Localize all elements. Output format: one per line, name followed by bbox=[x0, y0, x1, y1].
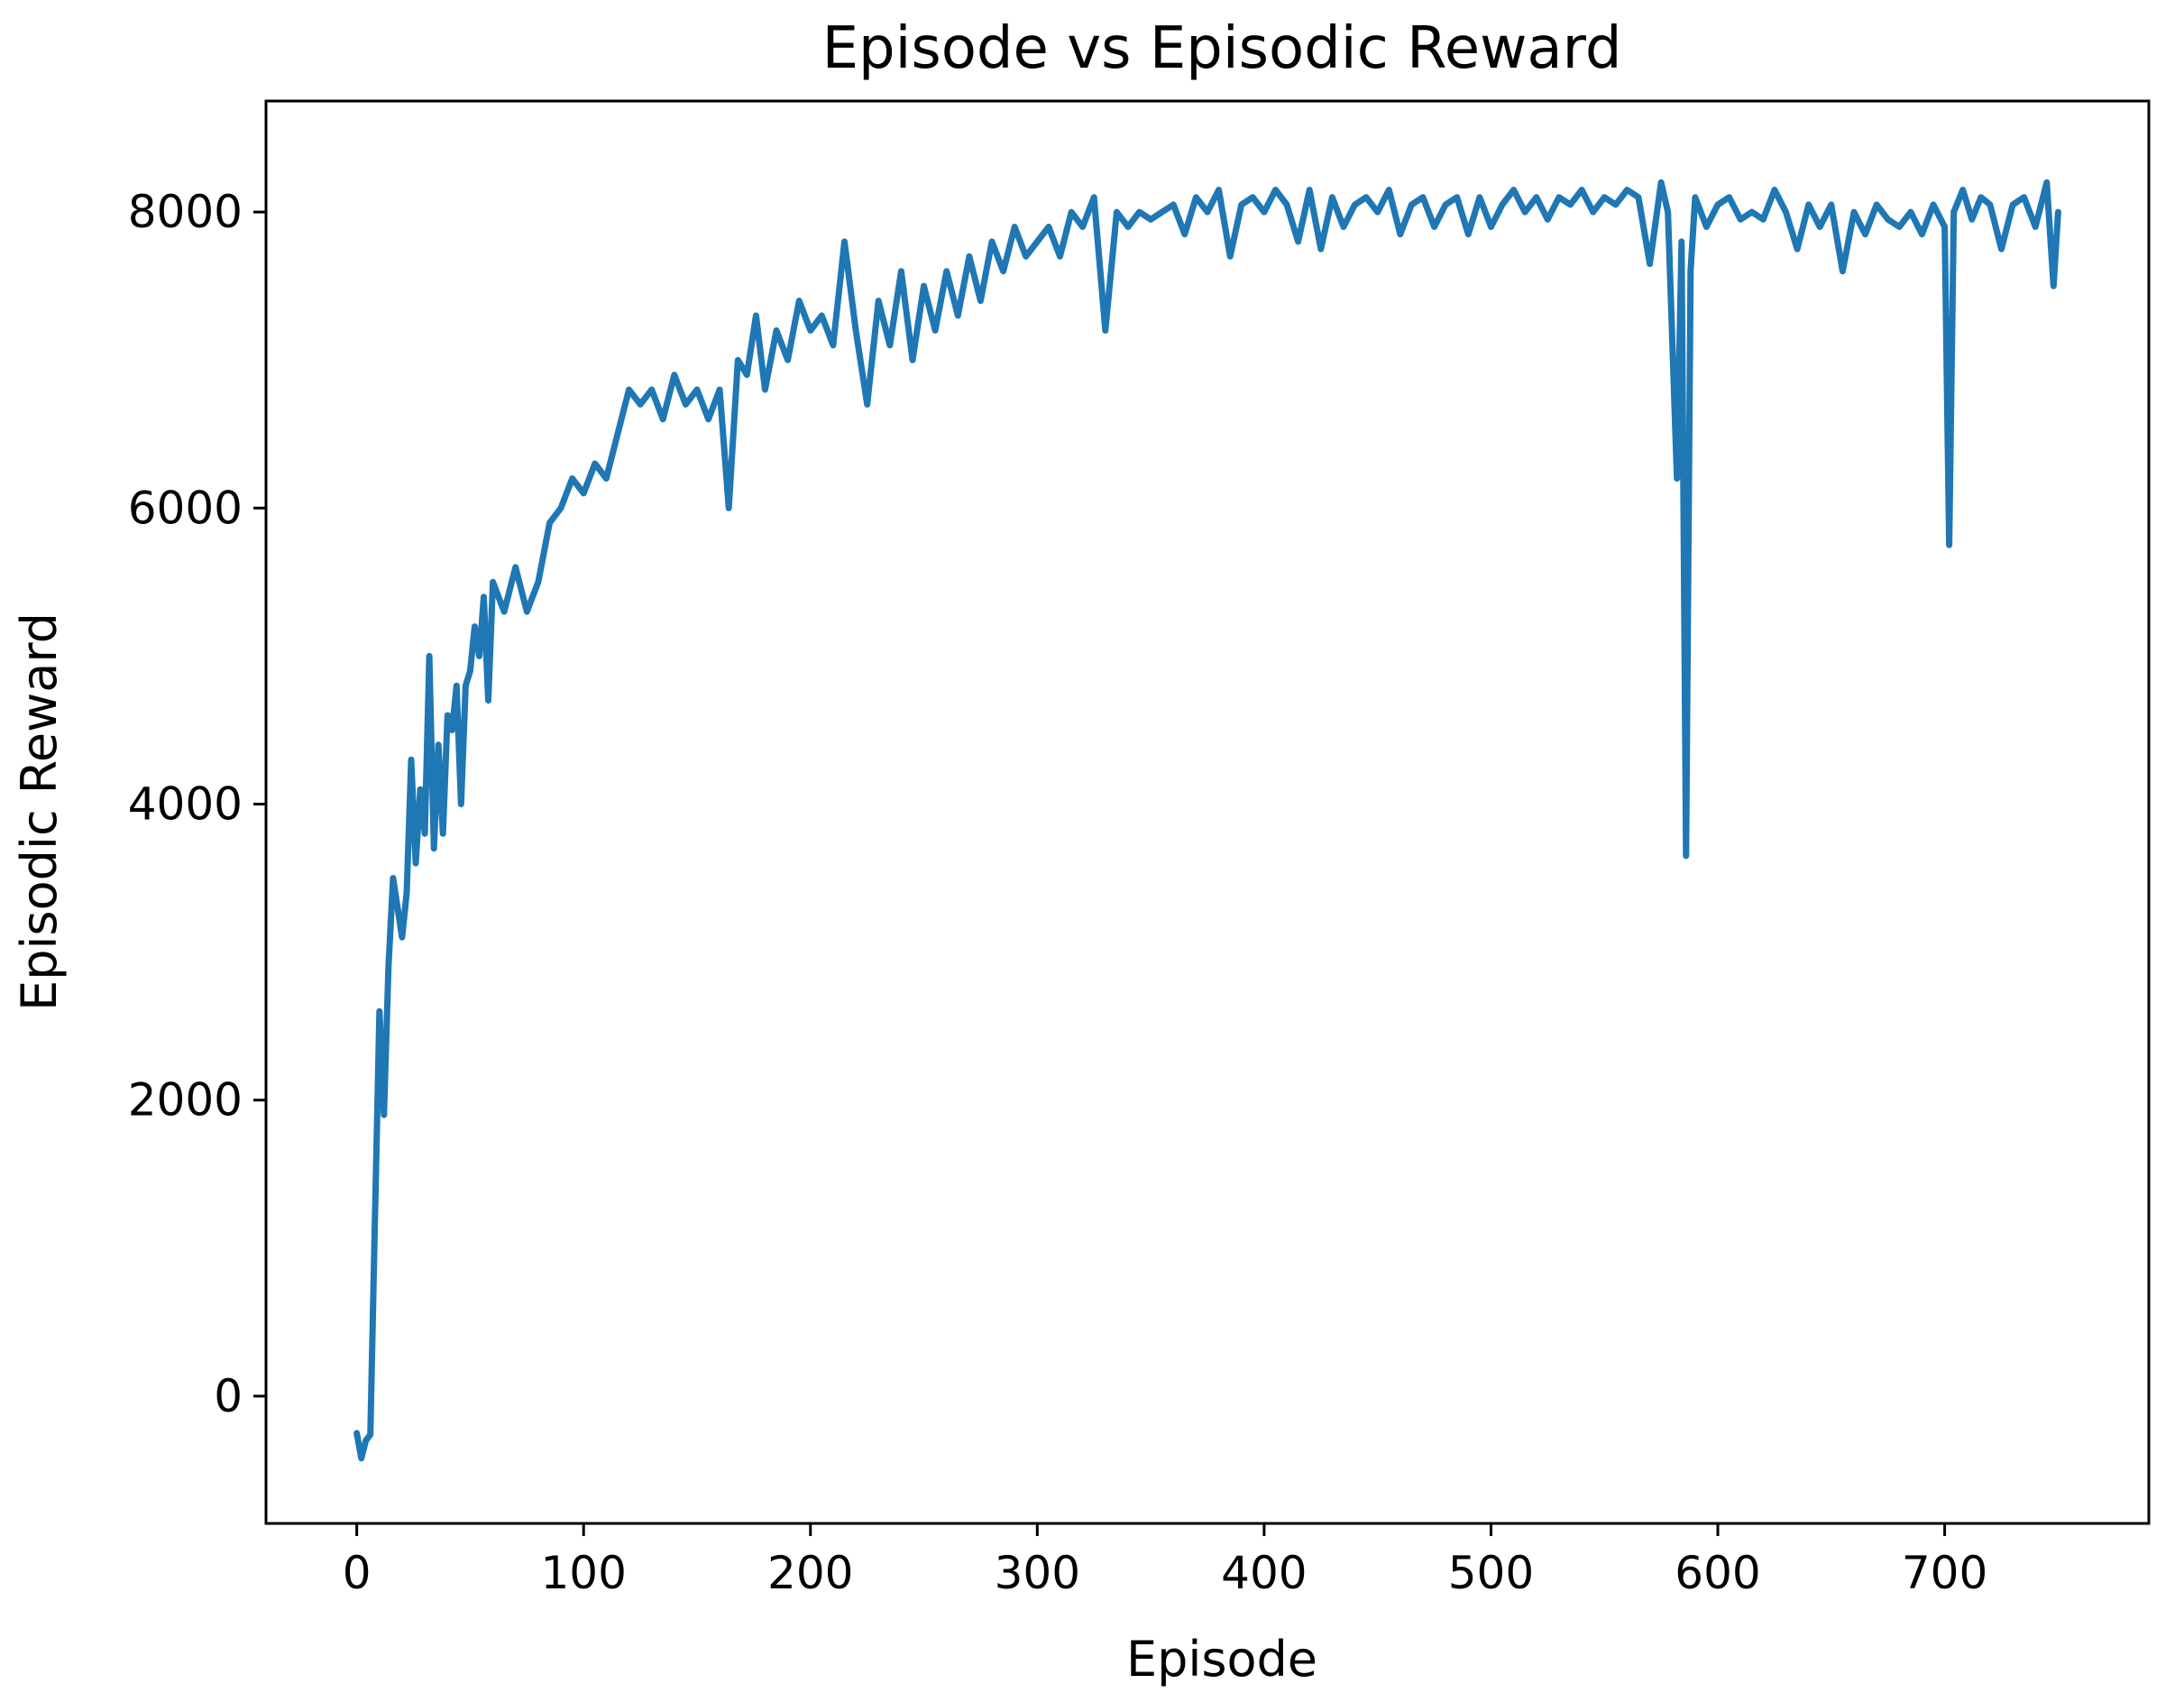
x-axis: 0 100 200 300 400 500 600 700 bbox=[343, 1523, 1987, 1599]
y-axis: 0 2000 4000 6000 8000 bbox=[128, 186, 266, 1422]
series-line bbox=[353, 179, 2061, 1462]
x-tick-label: 0 bbox=[343, 1547, 372, 1599]
x-tick-label: 500 bbox=[1448, 1547, 1534, 1599]
y-tick-label: 4000 bbox=[128, 777, 243, 830]
x-tick-label: 100 bbox=[540, 1547, 626, 1599]
chart-title: Episode vs Episodic Reward bbox=[822, 15, 1622, 82]
x-tick-label: 300 bbox=[995, 1547, 1080, 1599]
y-tick-label: 0 bbox=[214, 1370, 243, 1422]
y-tick-label: 2000 bbox=[128, 1074, 243, 1127]
x-tick-label: 700 bbox=[1902, 1547, 1987, 1599]
x-tick-label: 400 bbox=[1221, 1547, 1307, 1599]
x-axis-label: Episode bbox=[1126, 1631, 1317, 1688]
x-tick-label: 200 bbox=[767, 1547, 853, 1599]
y-tick-label: 8000 bbox=[128, 186, 243, 238]
plot-area-frame bbox=[264, 99, 2151, 1525]
x-tick-label: 600 bbox=[1675, 1547, 1760, 1599]
y-axis-label: Episodic Reward bbox=[11, 612, 68, 1011]
y-tick-label: 6000 bbox=[128, 482, 243, 534]
